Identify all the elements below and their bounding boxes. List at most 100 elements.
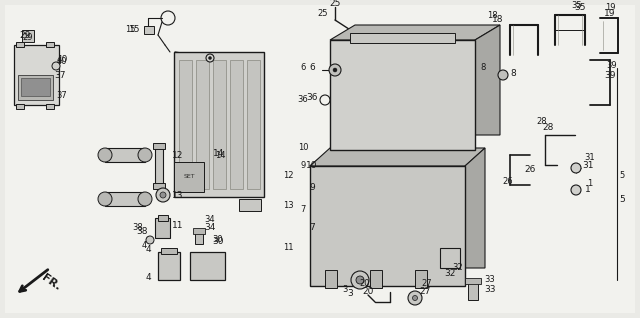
Circle shape: [156, 188, 170, 202]
Text: 26: 26: [524, 165, 536, 175]
Text: 35: 35: [574, 3, 586, 12]
Circle shape: [98, 192, 112, 206]
Bar: [46, 42, 54, 47]
Bar: [465, 278, 481, 284]
Bar: [174, 52, 264, 197]
Bar: [155, 218, 170, 238]
Bar: [310, 166, 465, 286]
Text: 25: 25: [317, 9, 328, 17]
Polygon shape: [475, 25, 500, 135]
Bar: [193, 228, 205, 234]
Text: 39: 39: [607, 60, 618, 70]
Text: 33: 33: [484, 286, 496, 294]
Text: 34: 34: [204, 224, 216, 232]
Bar: [105, 192, 145, 206]
Text: 1: 1: [585, 185, 591, 195]
Bar: [230, 60, 243, 189]
Circle shape: [209, 57, 211, 59]
Circle shape: [356, 276, 364, 284]
Bar: [46, 104, 54, 109]
Bar: [325, 270, 337, 288]
Circle shape: [498, 70, 508, 80]
Text: 27: 27: [422, 279, 432, 287]
Text: 38: 38: [136, 227, 148, 237]
Bar: [196, 60, 209, 189]
Bar: [14, 45, 59, 105]
Bar: [350, 33, 455, 43]
Bar: [153, 183, 165, 189]
Text: 37: 37: [54, 71, 66, 80]
Text: 6: 6: [300, 64, 306, 73]
Circle shape: [98, 148, 112, 162]
Text: 28: 28: [542, 123, 554, 133]
Text: 13: 13: [172, 190, 184, 199]
Polygon shape: [330, 25, 500, 40]
Circle shape: [206, 54, 214, 62]
Text: 1: 1: [588, 178, 593, 188]
Circle shape: [413, 295, 417, 301]
Text: 3: 3: [342, 286, 348, 294]
Text: 28: 28: [537, 117, 547, 127]
Text: 3: 3: [347, 288, 353, 298]
Circle shape: [571, 185, 581, 195]
Text: SET: SET: [183, 175, 195, 179]
Bar: [158, 252, 180, 280]
Text: 20: 20: [360, 279, 371, 287]
Bar: [144, 26, 154, 34]
Bar: [158, 215, 168, 221]
Bar: [105, 148, 145, 162]
Text: 29: 29: [19, 31, 31, 39]
Bar: [92, 18, 332, 253]
Bar: [213, 60, 226, 189]
Text: 20: 20: [362, 287, 374, 296]
Text: 5: 5: [620, 170, 625, 179]
Text: 30: 30: [212, 236, 223, 245]
Text: 4: 4: [145, 245, 151, 254]
Text: 30: 30: [212, 238, 224, 246]
Bar: [370, 270, 382, 288]
Text: 19: 19: [605, 3, 615, 12]
Circle shape: [160, 192, 166, 198]
Text: 8: 8: [510, 68, 516, 78]
Bar: [174, 162, 204, 192]
Bar: [21, 78, 50, 96]
Circle shape: [146, 236, 154, 244]
Bar: [468, 282, 478, 300]
Text: 13: 13: [283, 201, 293, 210]
Text: 26: 26: [502, 177, 513, 186]
Text: 5: 5: [619, 196, 625, 204]
Text: 11: 11: [172, 220, 184, 230]
Circle shape: [571, 163, 581, 173]
Text: 15: 15: [125, 25, 135, 34]
Bar: [195, 232, 203, 244]
Text: 32: 32: [444, 268, 456, 278]
Text: 38: 38: [132, 224, 143, 232]
Polygon shape: [310, 148, 485, 166]
Circle shape: [333, 68, 337, 72]
Bar: [179, 60, 192, 189]
Polygon shape: [465, 148, 485, 268]
Bar: [190, 252, 225, 280]
Text: 33: 33: [484, 275, 495, 285]
Bar: [18, 75, 53, 100]
Text: 9: 9: [309, 183, 315, 192]
Bar: [16, 42, 24, 47]
Text: 11: 11: [283, 244, 293, 252]
Text: 18: 18: [492, 16, 504, 24]
Text: 10: 10: [298, 143, 308, 153]
Bar: [247, 60, 260, 189]
Text: FR.: FR.: [40, 272, 63, 292]
Text: 18: 18: [486, 10, 497, 19]
Text: 14: 14: [215, 150, 225, 160]
Text: 32: 32: [452, 264, 463, 273]
Text: 40: 40: [56, 56, 68, 65]
Text: 37: 37: [56, 91, 67, 100]
Circle shape: [351, 271, 369, 289]
Bar: [415, 270, 427, 288]
Text: 7: 7: [300, 205, 306, 215]
Text: 25: 25: [330, 0, 340, 8]
Text: 15: 15: [129, 25, 141, 34]
Text: 12: 12: [283, 170, 293, 179]
Text: 12: 12: [172, 150, 184, 160]
Text: 7: 7: [309, 224, 315, 232]
